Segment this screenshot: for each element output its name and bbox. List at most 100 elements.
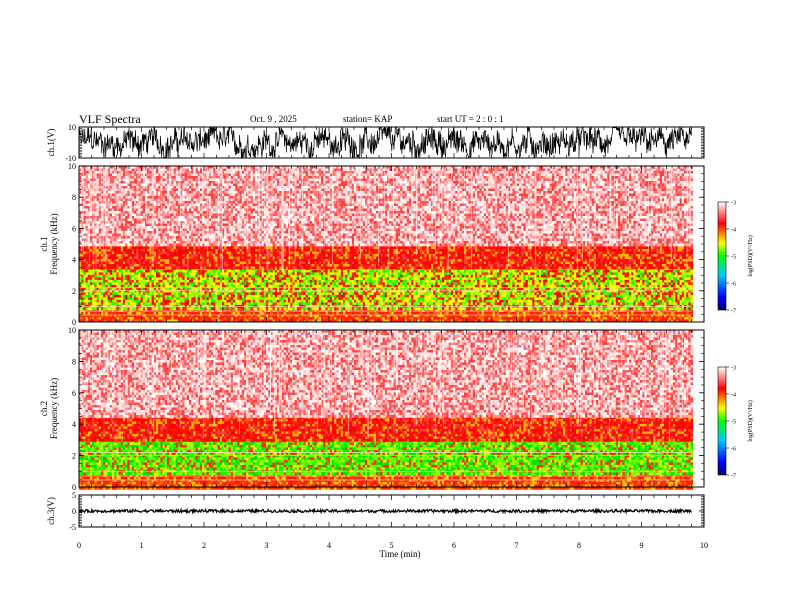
spectrogram-cell: [455, 317, 458, 320]
spectrogram-cell: [561, 312, 564, 315]
spectrogram-cell: [574, 317, 577, 320]
spectrogram-cell: [145, 312, 148, 315]
spectrogram-cell: [229, 312, 232, 315]
spectrogram-cell: [567, 312, 570, 315]
spectrogram-cell: [303, 312, 306, 315]
spectrogram-cell: [521, 312, 524, 315]
spectrogram-cell: [207, 317, 210, 320]
spectrogram-cell: [354, 312, 357, 315]
spectrogram-cell: [497, 317, 500, 320]
spectrogram-cell: [413, 312, 416, 315]
spectrogram-cell: [565, 312, 568, 315]
spectrogram-cell: [125, 317, 128, 320]
spectrogram-cell: [270, 312, 273, 315]
spectrogram-cell: [251, 317, 254, 320]
spectrogram-cell: [121, 312, 124, 315]
spectrogram-cell: [347, 312, 350, 315]
spectrogram-cell: [286, 317, 289, 320]
spectrogram-cell: [493, 312, 496, 315]
spectrogram-cell: [572, 312, 575, 315]
spectrogram-cell: [435, 312, 438, 315]
spectrogram-cell: [592, 317, 595, 320]
spectrogram-cell: [308, 317, 311, 320]
spectrogram-cell: [576, 317, 579, 320]
spectrogram-cell: [369, 317, 372, 320]
spectrogram-cell: [343, 317, 346, 320]
spectrogram-cell: [180, 317, 183, 320]
spectrogram-cell: [259, 312, 262, 315]
spectrogram-cell: [523, 317, 526, 320]
spectrogram-cell: [275, 317, 278, 320]
spectrogram-cell: [145, 317, 148, 320]
spectrogram-cell: [464, 317, 467, 320]
spectrogram-cell: [482, 312, 485, 315]
spectrogram-cell: [200, 312, 203, 315]
spectrogram-cell: [462, 312, 465, 315]
spectrogram-cell: [317, 317, 320, 320]
spectrogram-cell: [275, 312, 278, 315]
spectrogram-cell: [449, 317, 452, 320]
spectrogram-cell: [174, 312, 177, 315]
spectrogram-cell: [295, 317, 298, 320]
spectrogram-cell: [189, 317, 192, 320]
spectrogram-cell: [347, 317, 350, 320]
spectrogram-cell: [94, 317, 97, 320]
spectrogram-cell: [365, 312, 368, 315]
y-tick-label: 10: [68, 123, 76, 132]
spectrogram-cell: [101, 317, 104, 320]
spectrogram-cell: [442, 317, 445, 320]
spectrogram-cell: [563, 317, 566, 320]
spectrogram-cell: [319, 317, 322, 320]
spectrogram-cell: [281, 317, 284, 320]
spectrogram-cell: [358, 317, 361, 320]
spectrogram-cell: [125, 312, 128, 315]
spectrogram-cell: [220, 312, 223, 315]
spectrogram-cell: [163, 317, 166, 320]
spectrogram-cell: [339, 312, 342, 315]
spectrogram-cell: [396, 317, 399, 320]
spectrogram-cell: [143, 317, 146, 320]
spectrogram-cell: [248, 312, 251, 315]
spectrogram-cell: [273, 317, 276, 320]
spectrogram-cell: [119, 312, 122, 315]
spectrogram-cell: [279, 312, 282, 315]
spectrogram-cell: [378, 312, 381, 315]
spectrogram-cell: [270, 317, 273, 320]
spectrogram-cell: [330, 312, 333, 315]
spectrogram-cell: [438, 317, 441, 320]
spectrogram-cell: [556, 317, 559, 320]
spectrogram-cell: [317, 312, 320, 315]
spectrogram-cell: [136, 317, 139, 320]
spectrogram-cell: [400, 317, 403, 320]
spectrogram-cell: [121, 317, 124, 320]
spectrogram-cell: [420, 312, 423, 315]
spectrogram-cell: [398, 317, 401, 320]
spectrogram-cell: [543, 317, 546, 320]
spectrogram-cell: [105, 312, 108, 315]
spectrogram-cell: [363, 317, 366, 320]
spectrogram-cell: [123, 317, 126, 320]
spectrogram-cell: [292, 312, 295, 315]
spectrogram-cell: [556, 312, 559, 315]
spectrogram-cell: [413, 317, 416, 320]
spectrogram-cell: [306, 317, 309, 320]
spectrogram-cell: [482, 317, 485, 320]
spectrogram-cell: [486, 312, 489, 315]
spectrogram-cell: [554, 312, 557, 315]
spectrogram-cell: [213, 317, 216, 320]
spectrogram-cell: [383, 312, 386, 315]
spectrogram-cell: [149, 312, 152, 315]
spectrogram-cell: [598, 312, 601, 315]
spectrogram-cell: [105, 317, 108, 320]
spectrogram-cell: [460, 312, 463, 315]
spectrogram-cell: [550, 317, 553, 320]
spectrogram-cell: [165, 312, 168, 315]
spectrogram-cell: [515, 312, 518, 315]
spectrogram-cell: [354, 317, 357, 320]
spectrogram-cell: [444, 317, 447, 320]
spectrogram-cell: [380, 317, 383, 320]
spectrogram-cell: [400, 312, 403, 315]
spectrogram-cell: [468, 312, 471, 315]
spectrogram-cell: [405, 317, 408, 320]
ch1-waveform-panel: 10-10ch.1(V): [46, 123, 704, 163]
